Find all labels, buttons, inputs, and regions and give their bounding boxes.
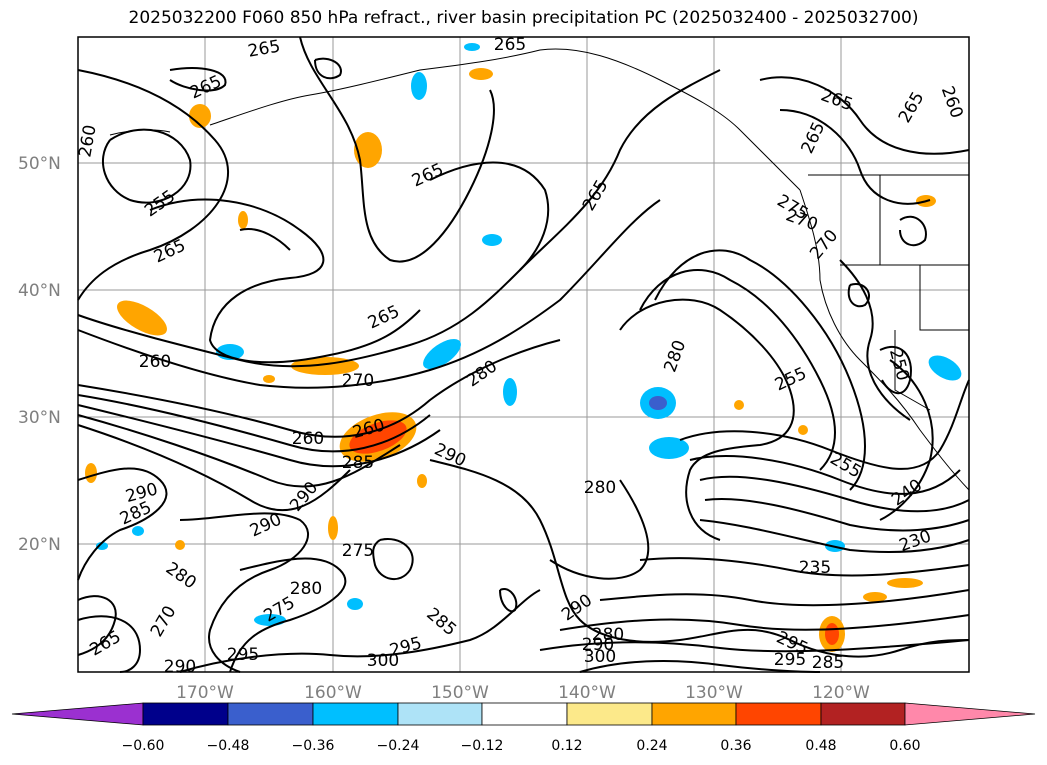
shade-negative xyxy=(649,396,667,410)
lat-label: 40°N xyxy=(18,281,61,301)
lat-label: 20°N xyxy=(18,535,61,555)
contour-label: 300 xyxy=(367,651,399,671)
contour-label: 285 xyxy=(342,453,374,473)
colorbar-tick: −0.12 xyxy=(461,738,504,754)
shade-negative xyxy=(347,598,363,610)
shade-negative xyxy=(503,378,517,406)
colorbar-tick: −0.60 xyxy=(122,738,165,754)
colorbar xyxy=(11,702,1036,726)
shade-positive xyxy=(175,540,185,550)
shade-negative xyxy=(132,526,144,536)
contour-label: 260 xyxy=(139,352,171,372)
colorbar-tick: 0.24 xyxy=(636,738,667,754)
contour-label: 270 xyxy=(342,371,374,391)
shade-positive xyxy=(887,578,923,588)
contour-label: 260 xyxy=(292,429,324,449)
shade-negative xyxy=(464,43,480,51)
colorbar-bin xyxy=(566,702,653,726)
shade-positive xyxy=(354,132,382,168)
map-title: 2025032200 F060 850 hPa refract., river … xyxy=(128,8,919,28)
colorbar-tick: −0.36 xyxy=(292,738,335,754)
coastlines xyxy=(109,48,970,491)
longitude-labels: 170°W 160°W 150°W 140°W 130°W 120°W xyxy=(176,683,870,703)
shade-negative xyxy=(411,72,427,100)
colorbar-tick: 0.12 xyxy=(551,738,582,754)
colorbar-tick: 0.48 xyxy=(805,738,836,754)
shade-positive xyxy=(863,592,887,602)
map-panel: 265 265 265 260 255 265 265 265 265 260 … xyxy=(75,35,970,677)
colorbar-tick: −0.48 xyxy=(207,738,250,754)
shade-positive xyxy=(798,425,808,435)
colorbar-over xyxy=(904,702,1036,726)
shade-positive xyxy=(349,420,407,454)
lat-label: 30°N xyxy=(18,408,61,428)
refractivity-contours xyxy=(77,36,970,673)
shade-positive xyxy=(117,300,167,336)
contour-label: 235 xyxy=(799,558,831,578)
contour-label: 295 xyxy=(774,650,806,670)
colorbar-under xyxy=(11,702,144,726)
latitude-labels: 50°N 40°N 30°N 20°N xyxy=(18,154,61,555)
shade-negative xyxy=(482,234,502,246)
colorbar-bin xyxy=(651,702,737,726)
shade-positive xyxy=(469,68,493,80)
lon-label: 160°W xyxy=(304,683,362,703)
contour-label: 265 xyxy=(494,35,526,55)
colorbar-bin xyxy=(227,702,314,726)
colorbar-tick: 0.60 xyxy=(889,738,920,754)
contour-label: 285 xyxy=(812,653,844,673)
shade-positive xyxy=(734,400,744,410)
shade-negative xyxy=(928,355,962,381)
contour-label: 275 xyxy=(342,541,374,561)
shade-negative xyxy=(96,542,108,550)
shade-positive xyxy=(238,211,248,229)
contour-label: 280 xyxy=(290,579,322,599)
colorbar-ticks: −0.60 −0.48 −0.36 −0.24 −0.12 0.12 0.24 … xyxy=(122,738,921,754)
lon-label: 120°W xyxy=(812,683,870,703)
lon-label: 170°W xyxy=(176,683,234,703)
contour-label: 300 xyxy=(584,647,616,667)
shade-positive xyxy=(825,623,839,645)
contour-label: 290 xyxy=(164,657,196,677)
shade-positive xyxy=(263,375,275,383)
colorbar-bin xyxy=(142,702,229,726)
shade-negative xyxy=(423,338,461,370)
contour-label: 295 xyxy=(227,645,259,665)
lat-label: 50°N xyxy=(18,154,61,174)
shade-positive xyxy=(417,474,427,488)
map-frame xyxy=(77,36,970,673)
lon-label: 150°W xyxy=(431,683,489,703)
colorbar-tick: −0.24 xyxy=(377,738,420,754)
colorbar-bin xyxy=(397,702,483,726)
colorbar-tick: 0.36 xyxy=(720,738,751,754)
contour-label: 280 xyxy=(584,478,616,498)
shade-positive xyxy=(189,104,211,128)
colorbar-bin xyxy=(735,702,822,726)
shade-positive xyxy=(328,516,338,540)
lon-label: 130°W xyxy=(685,683,743,703)
contour-label: 280 xyxy=(592,625,624,645)
contour-label: 290 xyxy=(582,635,614,655)
shade-negative xyxy=(649,437,689,459)
colorbar-bin xyxy=(820,702,906,726)
shade-positive xyxy=(85,463,97,483)
colorbar-bin xyxy=(312,702,399,726)
lon-label: 140°W xyxy=(558,683,616,703)
colorbar-bin xyxy=(481,702,568,726)
